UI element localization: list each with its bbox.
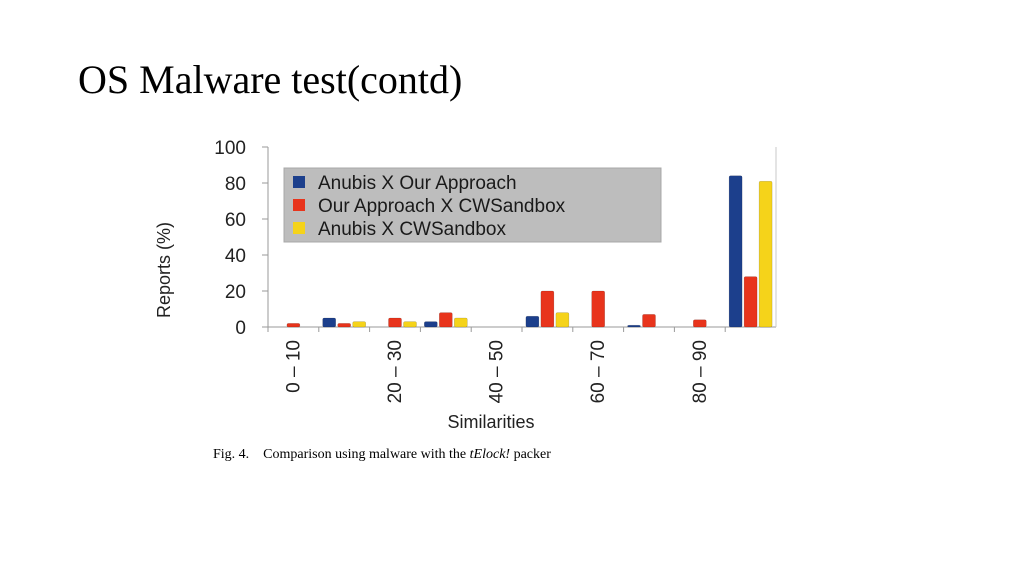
bar-1-1020	[322, 317, 336, 328]
bar-2-010	[286, 323, 301, 328]
legend-label: Anubis X Our Approach	[318, 173, 517, 194]
bar-2-7080	[642, 314, 656, 328]
legend-swatch	[293, 176, 305, 188]
legend-swatch	[293, 222, 305, 234]
bar-2-8090	[693, 319, 707, 328]
y-tick-label: 40	[225, 246, 246, 267]
x-axis-label: Similarities	[447, 412, 534, 432]
bars	[286, 175, 773, 328]
x-tick-label: 60 – 70	[588, 340, 609, 403]
bar-3-2030	[403, 321, 417, 328]
bar-1-90100	[728, 175, 743, 328]
bar-2-2030	[388, 317, 402, 328]
bar-1-3040	[424, 321, 438, 328]
bar-2-3040	[439, 312, 453, 328]
y-tick-label: 100	[214, 138, 246, 159]
bar-1-5060	[525, 315, 540, 328]
x-tick-label: 40 – 50	[487, 340, 508, 403]
bar-3-90100	[758, 180, 773, 328]
x-axis-ticks: 0 – 10 20 – 30 40 – 50 60 – 70 80 – 90	[267, 327, 726, 403]
bar-3-5060	[555, 312, 570, 328]
y-tick-label: 80	[225, 174, 246, 195]
figure-caption: Fig. 4. Comparison using malware with th…	[213, 447, 551, 463]
bar-2-5060	[540, 290, 555, 328]
caption-prefix: Fig. 4. Comparison using malware with th…	[213, 447, 470, 462]
bar-1-7080	[627, 324, 641, 328]
slide-title: OS Malware test(contd)	[78, 57, 463, 102]
legend-label: Our Approach X CWSandbox	[318, 196, 566, 217]
y-tick-label: 20	[225, 282, 246, 303]
x-tick-label: 0 – 10	[283, 340, 304, 393]
bar-3-3040	[454, 317, 468, 328]
x-tick-label: 20 – 30	[385, 340, 406, 403]
legend-swatch	[293, 199, 305, 211]
y-tick-label: 60	[225, 210, 246, 231]
caption-emphasis: tElock!	[469, 447, 511, 462]
y-tick-label: 0	[235, 318, 246, 339]
bar-2-6070	[591, 290, 605, 328]
y-axis-ticks: 0 20 40 60 80 100	[214, 138, 268, 339]
y-axis-label: Reports (%)	[154, 222, 174, 318]
bar-2-90100	[743, 276, 758, 328]
caption-suffix: packer	[510, 447, 551, 462]
x-tick-label: 80 – 90	[690, 340, 711, 403]
legend-label: Anubis X CWSandbox	[318, 219, 506, 240]
bar-3-1020	[352, 321, 366, 328]
legend-box	[283, 167, 662, 243]
bar-2-1020	[337, 323, 351, 328]
